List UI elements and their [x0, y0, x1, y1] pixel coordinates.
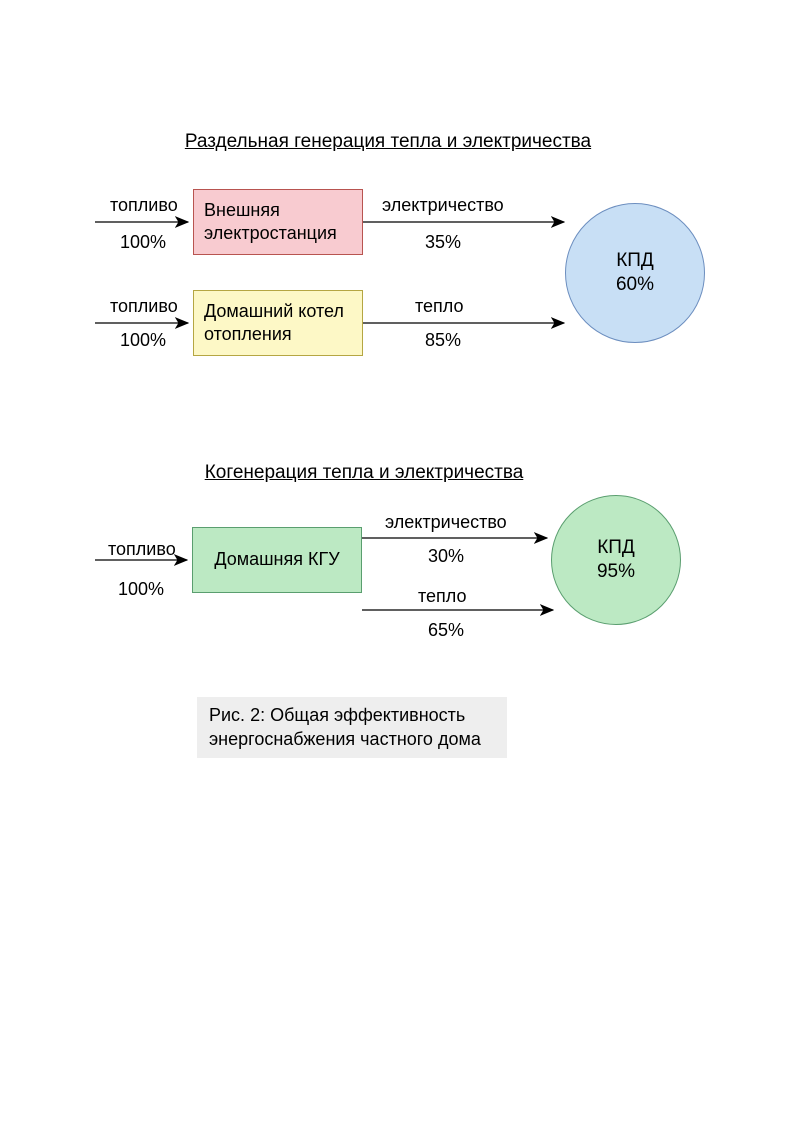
s1-input2-percent: 100%	[120, 330, 166, 351]
s2-efficiency-circle: КПД 95%	[551, 495, 681, 625]
s1-circle-value: 60%	[616, 273, 654, 297]
s1-circle-label: КПД	[616, 249, 654, 273]
s2-input-percent: 100%	[118, 579, 164, 600]
s1-input1-label: топливо	[110, 195, 178, 216]
s2-box-text: Домашняя КГУ	[214, 548, 339, 571]
caption-line1: Рис. 2: Общая эффективность	[209, 705, 465, 725]
s1-efficiency-circle: КПД 60%	[565, 203, 705, 343]
s2-input-label: топливо	[108, 539, 176, 560]
s1-output1-label: электричество	[382, 195, 504, 216]
s1-box1-line2: электростанция	[204, 223, 337, 243]
s1-box-powerplant: Внешняя электростанция	[193, 189, 363, 255]
section2-title: Когенерация тепла и электричества	[184, 462, 544, 484]
s1-output2-percent: 85%	[425, 330, 461, 351]
s2-output2-label: тепло	[418, 586, 467, 607]
s2-circle-label: КПД	[597, 536, 635, 560]
s2-output1-label: электричество	[385, 512, 507, 533]
s1-box2-line1: Домашний котел	[204, 301, 344, 321]
s2-circle-value: 95%	[597, 560, 635, 584]
s2-output2-percent: 65%	[428, 620, 464, 641]
s2-output1-percent: 30%	[428, 546, 464, 567]
figure-caption: Рис. 2: Общая эффективность энергоснабже…	[197, 697, 507, 758]
s1-output2-label: тепло	[415, 296, 464, 317]
s1-input2-label: топливо	[110, 296, 178, 317]
s1-box2-line2: отопления	[204, 324, 292, 344]
s1-box-boiler: Домашний котел отопления	[193, 290, 363, 356]
s1-input1-percent: 100%	[120, 232, 166, 253]
s2-box-chp: Домашняя КГУ	[192, 527, 362, 593]
section1-title: Раздельная генерация тепла и электричест…	[178, 131, 598, 153]
s1-box1-line1: Внешняя	[204, 200, 280, 220]
s1-output1-percent: 35%	[425, 232, 461, 253]
caption-line2: энергоснабжения частного дома	[209, 729, 481, 749]
